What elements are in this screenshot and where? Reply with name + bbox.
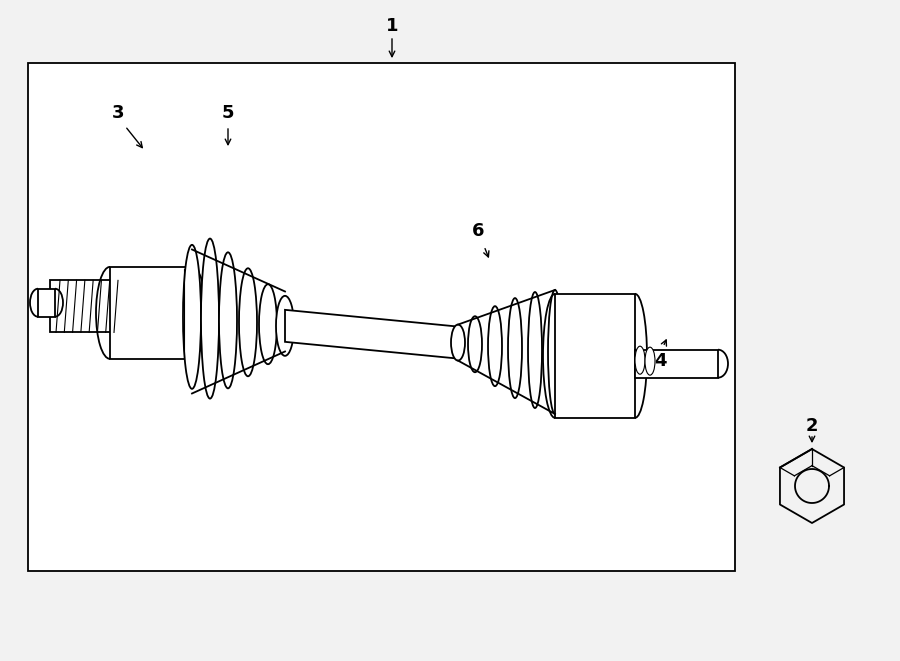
Bar (635, 350, 718, 377)
Ellipse shape (528, 292, 542, 408)
Bar (38, 289, 55, 317)
Text: 1: 1 (386, 17, 398, 35)
Ellipse shape (548, 290, 562, 414)
Text: 5: 5 (221, 104, 234, 122)
Ellipse shape (635, 346, 645, 374)
Ellipse shape (645, 347, 655, 375)
Text: 2: 2 (806, 417, 818, 435)
Bar (110, 267, 192, 359)
Text: 4: 4 (653, 352, 666, 370)
Bar (28, 63, 735, 571)
Ellipse shape (239, 268, 257, 376)
Bar (555, 294, 635, 418)
Ellipse shape (201, 239, 219, 399)
Ellipse shape (259, 284, 277, 364)
Text: 6: 6 (472, 222, 484, 240)
Ellipse shape (219, 253, 237, 388)
Ellipse shape (276, 296, 294, 356)
Ellipse shape (508, 298, 522, 398)
Ellipse shape (183, 245, 201, 389)
Ellipse shape (468, 316, 482, 372)
Ellipse shape (488, 306, 502, 386)
Bar (50, 280, 118, 332)
Text: 3: 3 (112, 104, 124, 122)
Polygon shape (285, 310, 458, 358)
Ellipse shape (451, 325, 465, 361)
